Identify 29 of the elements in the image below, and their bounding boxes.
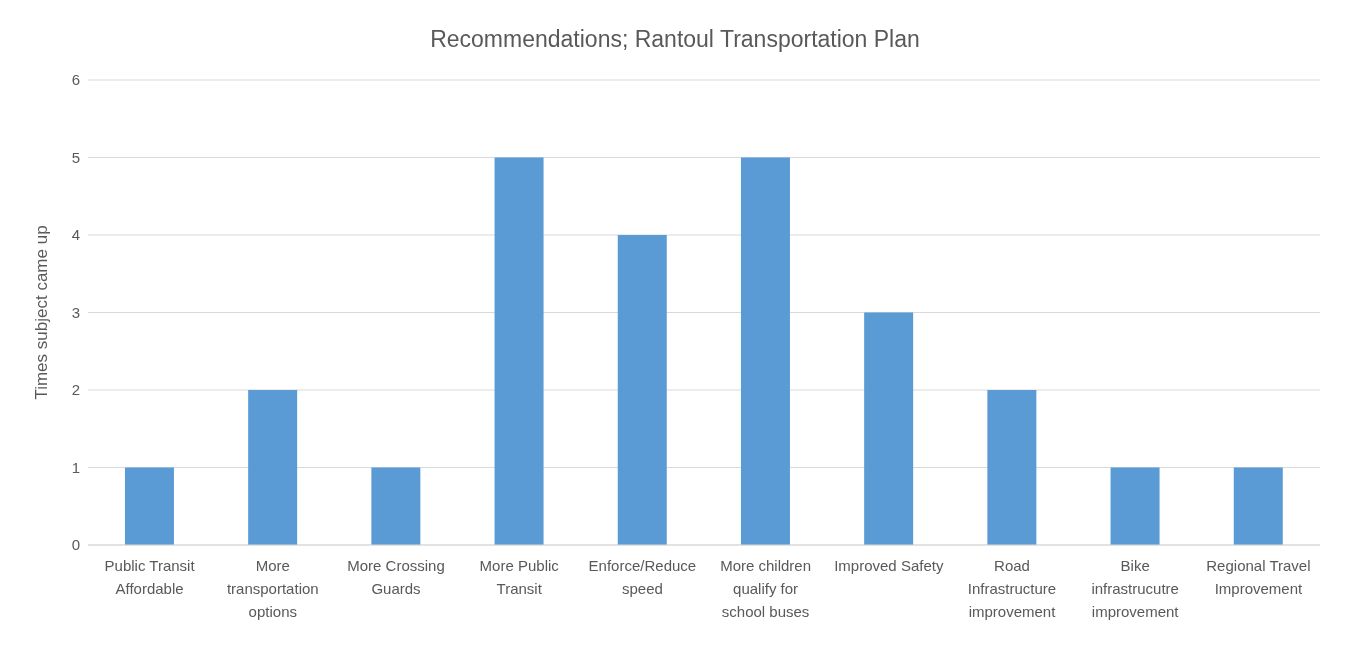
bar <box>248 390 298 545</box>
x-tick-label: More Crossing Guards <box>347 557 445 597</box>
y-tick-label: 1 <box>71 458 80 476</box>
y-axis-title: Times subject came up <box>32 225 52 400</box>
y-tick-label: 6 <box>71 71 80 89</box>
y-tick-label: 5 <box>71 148 80 166</box>
x-tick-label: Regional Travel Improvement <box>1206 557 1311 597</box>
x-tick-label: Improved Safety <box>834 557 944 574</box>
x-tick-label: Public Transit Affordable <box>104 557 196 597</box>
x-tick-label: More Public Transit <box>479 557 560 597</box>
bar <box>494 157 544 545</box>
bar <box>740 157 790 545</box>
x-tick-label: More transportation options <box>226 557 319 620</box>
x-tick-label: More children qualify for school buses <box>720 557 812 620</box>
x-tick-label: Bike infrastrucutre improvement <box>1091 557 1180 620</box>
y-tick-label: 3 <box>71 303 80 321</box>
bar <box>617 235 667 545</box>
bar <box>987 390 1037 545</box>
bar <box>1110 467 1160 545</box>
bar <box>1233 467 1283 545</box>
bar <box>864 312 914 545</box>
chart-title: Recommendations; Rantoul Transportation Plan <box>430 26 920 52</box>
y-tick-label: 4 <box>71 226 80 244</box>
bar <box>124 467 174 545</box>
x-tick-label: Enforce/Reduce speed <box>588 557 697 597</box>
bar <box>371 467 421 545</box>
y-tick-label: 0 <box>71 536 80 554</box>
y-tick-label: 2 <box>71 381 80 399</box>
x-tick-label: Road Infrastructure improvement <box>967 557 1057 620</box>
